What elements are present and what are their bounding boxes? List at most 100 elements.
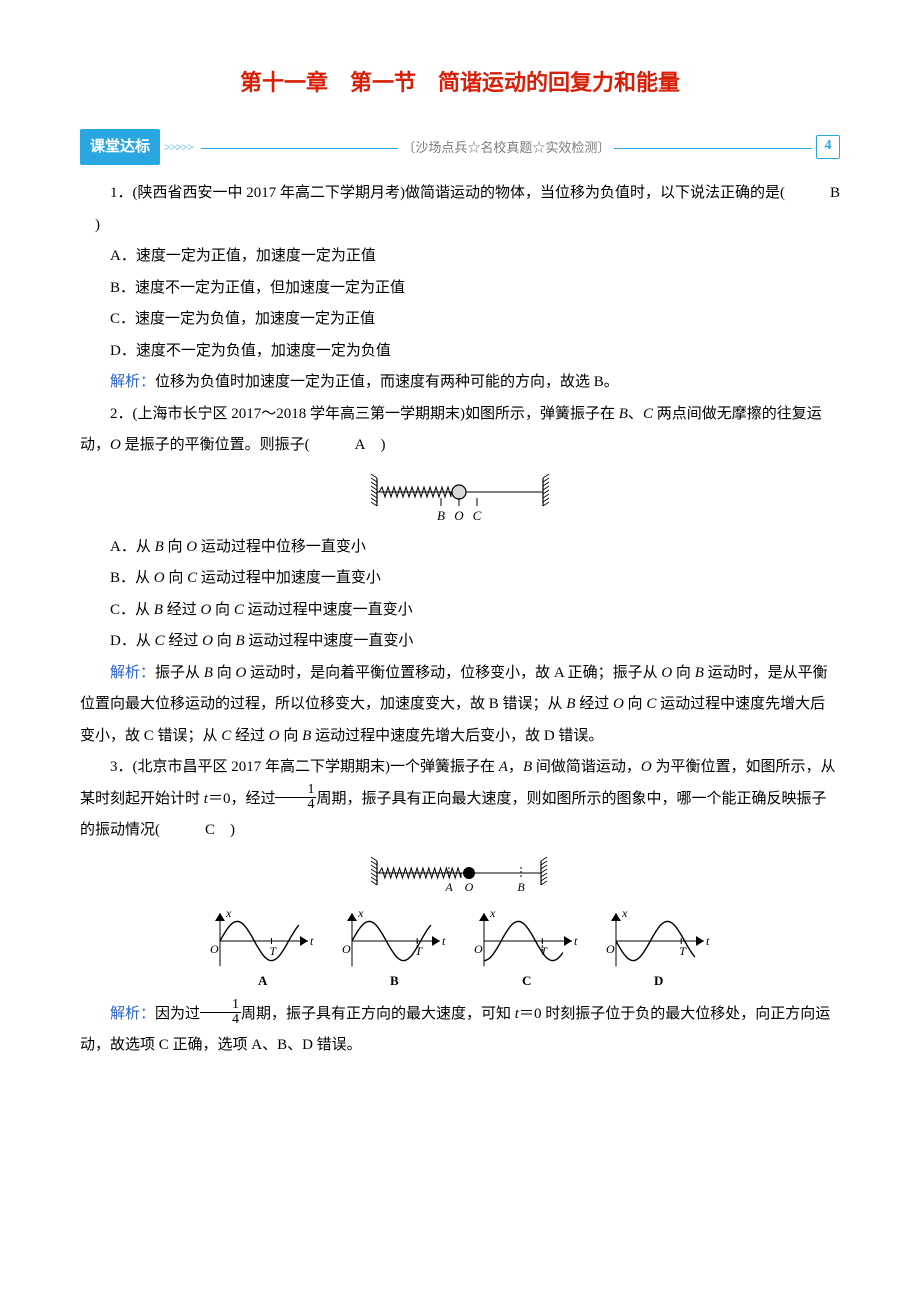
q3-lb: B — [523, 759, 532, 775]
q2-an-6: 经过 — [575, 696, 613, 712]
section-arrows: >>>>> — [160, 135, 197, 160]
svg-text:C: C — [473, 508, 482, 523]
q2-an-l9: O — [269, 728, 280, 744]
svg-text:O: O — [474, 942, 483, 956]
q2-b-post: 运动过程中加速度一直变小 — [197, 570, 381, 586]
svg-text:B: B — [437, 508, 445, 523]
svg-text:A: A — [258, 973, 268, 988]
q2-stem-a: 2．(上海市长宁区 2017～2018 学年高三第一学期期末)如图所示，弹簧振子… — [110, 406, 619, 422]
frac-den: 4 — [200, 1013, 241, 1027]
svg-text:T: T — [540, 944, 548, 958]
section-tag: 课堂达标 — [80, 129, 160, 165]
frac-num: 1 — [275, 783, 316, 798]
q2-an-3: 运动时，是向着平衡位置移动，位移变小，故 A 正确；振子从 — [246, 665, 661, 681]
analysis-label: 解析： — [110, 1006, 155, 1022]
q2-b-l1: O — [154, 570, 165, 586]
q2-diagram: BOC — [80, 470, 840, 526]
q2-an-l2: O — [235, 665, 246, 681]
analysis-label: 解析： — [110, 374, 155, 390]
q2-an-l8: C — [221, 728, 231, 744]
q2-label-o: O — [110, 437, 121, 453]
svg-text:O: O — [210, 942, 219, 956]
q3-sb: ， — [508, 759, 523, 775]
q2-c-l1: B — [154, 602, 163, 618]
q2-a-pre: A．从 — [110, 539, 155, 555]
svg-text:t: t — [442, 934, 446, 948]
q2-an-l10: B — [302, 728, 311, 744]
q1-answer: B — [800, 178, 840, 210]
q3-stem: 3．(北京市昌平区 2017 年高二下学期期末)一个弹簧振子在 A，B 间做简谐… — [80, 752, 840, 847]
q2-an-10: 向 — [280, 728, 303, 744]
svg-text:T: T — [415, 944, 423, 958]
q2-an-7: 向 — [624, 696, 647, 712]
q2-opt-d: D．从 C 经过 O 向 B 运动过程中速度一直变小 — [80, 626, 840, 658]
q2-an-1: 振子从 — [155, 665, 204, 681]
q1-analysis-text: 位移为负值时加速度一定为正值，而速度有两种可能的方向，故选 B。 — [155, 374, 619, 390]
q3-sg: ) — [215, 822, 235, 838]
q2-d-post: 运动过程中速度一直变小 — [245, 633, 414, 649]
q1-opt-b: B．速度不一定为正值，但加速度一定为正值 — [80, 273, 840, 305]
q2-a-post: 运动过程中位移一直变小 — [197, 539, 366, 555]
svg-text:D: D — [654, 973, 663, 988]
svg-text:B: B — [517, 880, 525, 894]
q2-b-mid: 向 — [165, 570, 188, 586]
q2-c-m2: 向 — [211, 602, 234, 618]
q2-answer: A — [325, 430, 366, 462]
q1-stem-b: ) — [80, 217, 100, 233]
svg-text:x: x — [357, 906, 364, 920]
q2-label-b: B — [619, 406, 628, 422]
chapter-title: 第十一章 第一节 简谐运动的回复力和能量 — [80, 60, 840, 106]
q2-b-l2: C — [187, 570, 197, 586]
section-bar: 课堂达标 >>>>> 〔沙场点兵☆名校真题☆实效检测〕 4 — [80, 134, 840, 160]
q2-stem-e: ) — [365, 437, 385, 453]
q1-opt-c: C．速度一定为负值，加速度一定为正值 — [80, 304, 840, 336]
q2-label-c: C — [643, 406, 653, 422]
svg-text:A: A — [444, 880, 453, 894]
svg-text:t: t — [574, 934, 578, 948]
q2-an-l3: O — [661, 665, 672, 681]
fraction: 14 — [275, 783, 316, 812]
svg-text:O: O — [606, 942, 615, 956]
q3-se: ＝0，经过 — [208, 791, 276, 807]
q2-c-l3: C — [234, 602, 244, 618]
q2-c-l2: O — [200, 602, 211, 618]
section-mid-text: 〔沙场点兵☆名校真题☆实效检测〕 — [402, 134, 610, 161]
q3-lo: O — [641, 759, 652, 775]
section-line-left — [201, 148, 399, 149]
q2-opt-c: C．从 B 经过 O 向 C 运动过程中速度一直变小 — [80, 595, 840, 627]
q2-c-pre: C．从 — [110, 602, 154, 618]
q1-stem: 1．(陕西省西安一中 2017 年高二下学期月考)做简谐运动的物体，当位移为负值… — [80, 178, 840, 241]
q2-an-l7: C — [646, 696, 656, 712]
q2-an-l1: B — [204, 665, 213, 681]
svg-text:B: B — [390, 973, 399, 988]
q2-an-l4: B — [695, 665, 704, 681]
q2-d-m2: 向 — [213, 633, 236, 649]
q2-a-l1: B — [155, 539, 164, 555]
fraction: 14 — [200, 998, 241, 1027]
svg-text:O: O — [342, 942, 351, 956]
q2-analysis: 解析：振子从 B 向 O 运动时，是向着平衡位置移动，位移变小，故 A 正确；振… — [80, 658, 840, 753]
q2-a-l2: O — [186, 539, 197, 555]
q2-opt-b: B．从 O 向 C 运动过程中加速度一直变小 — [80, 563, 840, 595]
svg-text:T: T — [269, 944, 277, 958]
svg-text:C: C — [522, 973, 531, 988]
q2-d-pre: D．从 — [110, 633, 155, 649]
analysis-label: 解析： — [110, 665, 155, 681]
q3-diagram-top: AO B — [80, 855, 840, 895]
svg-text:O: O — [454, 508, 464, 523]
oscillation-plots-icon: xtOTAxtOTBxtOTCxtOTD — [200, 903, 720, 993]
q1-opt-a: A．速度一定为正值，加速度一定为正值 — [80, 241, 840, 273]
q3-plots: xtOTAxtOTBxtOTCxtOTD — [80, 903, 840, 993]
q2-opt-a: A．从 B 向 O 运动过程中位移一直变小 — [80, 532, 840, 564]
q2-a-mid: 向 — [164, 539, 187, 555]
q2-stem-d: 是振子的平衡位置。则振子( — [121, 437, 325, 453]
q2-d-l2: O — [202, 633, 213, 649]
q2-d-l3: B — [235, 633, 244, 649]
q2-c-m1: 经过 — [163, 602, 201, 618]
svg-text:O: O — [465, 880, 474, 894]
frac-den: 4 — [275, 798, 316, 812]
q1-opt-d: D．速度不一定为负值，加速度一定为负值 — [80, 336, 840, 368]
svg-text:x: x — [621, 906, 628, 920]
q3-la: A — [499, 759, 508, 775]
q1-stem-a: 1．(陕西省西安一中 2017 年高二下学期月考)做简谐运动的物体，当位移为负值… — [110, 185, 800, 201]
